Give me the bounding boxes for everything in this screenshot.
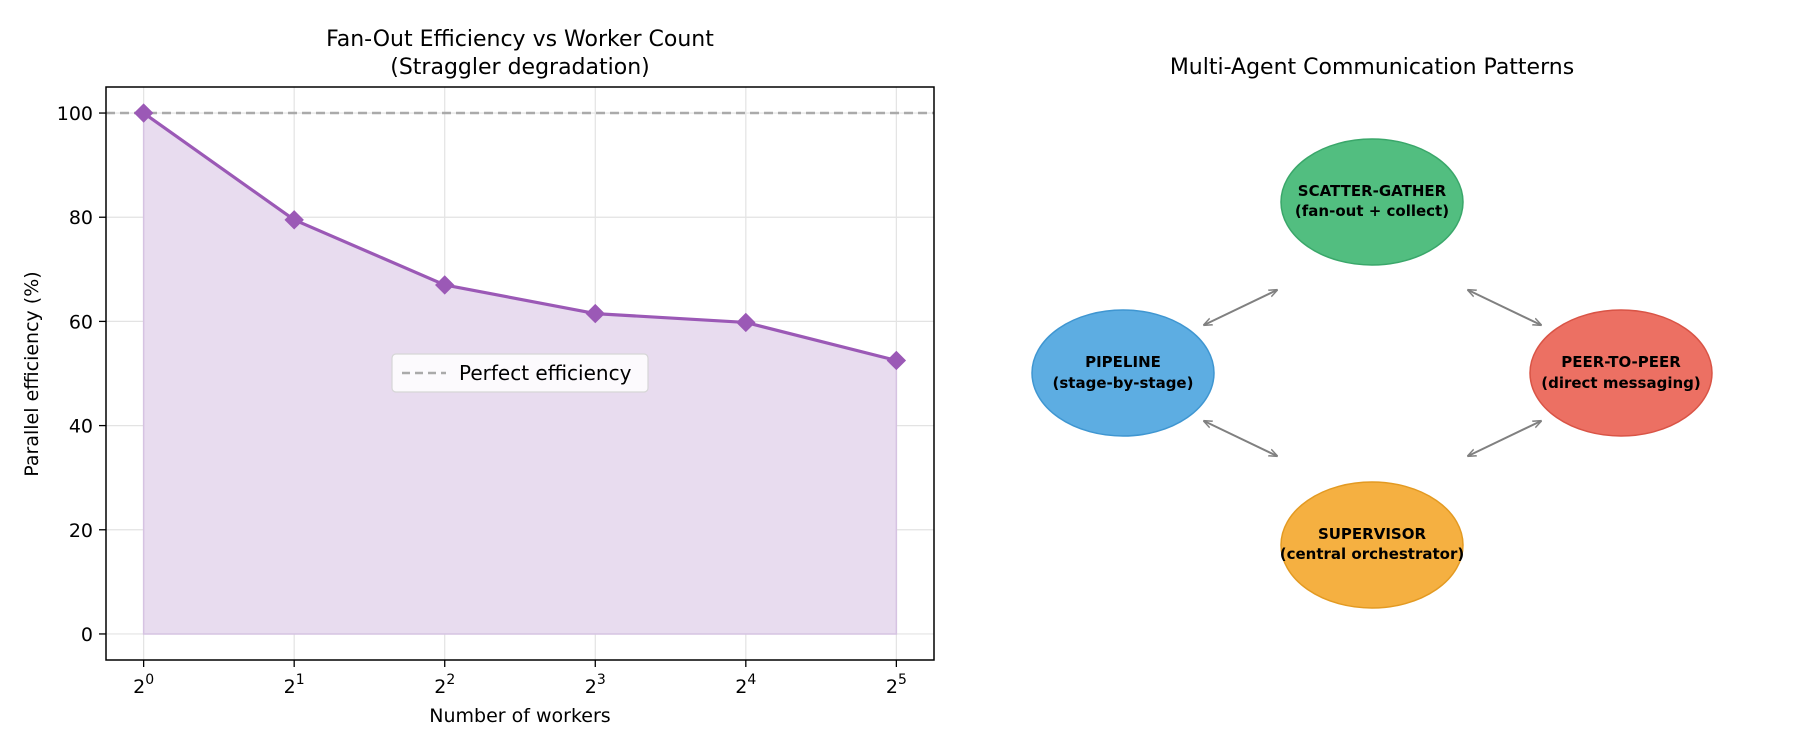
data-point-2 [435,275,455,295]
node-supervisor-title: SUPERVISOR [1318,525,1427,543]
arrow-pipeline-supervisor [1204,421,1277,456]
node-supervisor-subtitle: (central orchestrator) [1280,545,1464,563]
node-peer-to-peer-ellipse [1529,309,1713,437]
legend: Perfect efficiency [391,353,649,393]
y-tick-label-0: 0 [81,624,93,646]
arrow-pipeline-scatter [1204,290,1277,325]
data-point-3 [585,303,605,324]
y-tick-label-5: 100 [57,103,93,125]
y-tick-label-1: 20 [69,520,93,542]
plot-frame [105,86,935,661]
node-pipeline: PIPELINE (stage-by-stage) [1031,309,1215,437]
chart-title-line2: (Straggler degradation) [390,55,649,80]
x-tick-label-0: 20 [133,672,154,698]
x-tick-label-2: 22 [434,672,455,698]
diagram-title: Multi-Agent Communication Patterns [1170,55,1574,80]
x-tick-label-1: 21 [284,672,305,698]
node-supervisor: SUPERVISOR (central orchestrator) [1280,481,1464,609]
x-axis-ticks: 20 21 22 23 24 25 [133,660,907,698]
node-peer-to-peer-subtitle: (direct messaging) [1541,374,1701,392]
x-tick-label-4: 24 [735,672,756,698]
legend-box [391,353,649,393]
data-point-0 [133,103,154,123]
node-pipeline-title: PIPELINE [1085,353,1161,371]
y-tick-label-4: 80 [69,207,93,229]
efficiency-series-line [142,111,897,363]
arrow-scatter-peer [1468,290,1541,325]
x-tick-label-3: 23 [585,672,606,698]
chart-title-line1: Fan-Out Efficiency vs Worker Count [326,27,714,52]
x-tick-label-5: 25 [886,672,907,698]
data-point-4 [736,312,756,333]
data-point-1 [284,210,304,230]
node-pipeline-ellipse [1031,309,1215,437]
y-tick-label-3: 60 [69,311,93,333]
node-peer-to-peer: PEER-TO-PEER (direct messaging) [1529,309,1713,437]
node-pipeline-subtitle: (stage-by-stage) [1053,374,1194,392]
efficiency-chart: Fan-Out Efficiency vs Worker Count (Stra… [21,27,935,727]
arrow-supervisor-peer [1468,421,1541,456]
communication-patterns-diagram: Multi-Agent Communication Patterns SCATT… [1031,55,1713,609]
node-scatter-gather-ellipse [1280,138,1464,266]
y-axis-ticks: 0 20 40 60 80 100 [57,103,106,646]
node-scatter-gather: SCATTER-GATHER (fan-out + collect) [1280,138,1464,266]
y-axis-label: Parallel efficiency (%) [21,271,43,476]
data-point-5 [886,350,907,371]
node-scatter-gather-subtitle: (fan-out + collect) [1295,202,1449,220]
node-peer-to-peer-title: PEER-TO-PEER [1561,353,1681,371]
node-scatter-gather-title: SCATTER-GATHER [1298,182,1447,200]
edges [1204,290,1541,456]
data-markers [133,103,907,371]
legend-label: Perfect efficiency [459,361,632,385]
node-supervisor-ellipse [1280,481,1464,609]
y-tick-label-2: 40 [69,416,93,438]
x-axis-label: Number of workers [429,705,610,727]
